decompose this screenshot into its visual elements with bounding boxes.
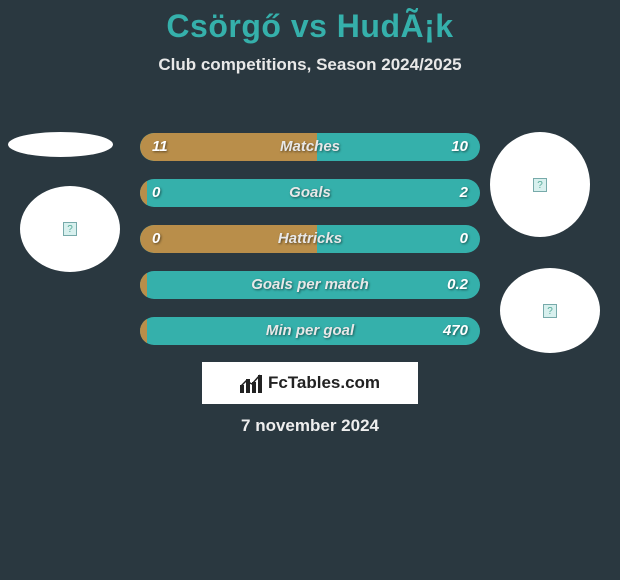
bar-label: Goals per match <box>140 271 480 299</box>
avatar-placeholder: ? <box>20 186 120 272</box>
bar-row: 0 Hattricks 0 <box>140 225 480 253</box>
bar-right-value: 0.2 <box>447 271 468 299</box>
brand-text: FcTables.com <box>268 373 380 393</box>
image-missing-icon: ? <box>543 304 557 318</box>
avatar-placeholder: ? <box>500 268 600 353</box>
avatar-placeholder: ? <box>490 132 590 237</box>
bar-chart-icon <box>240 373 262 393</box>
bar-label: Min per goal <box>140 317 480 345</box>
bar-right-value: 0 <box>460 225 468 253</box>
bar-right-value: 470 <box>443 317 468 345</box>
page-title: Csörgő vs HudÃ¡k <box>0 8 620 45</box>
image-missing-icon: ? <box>533 178 547 192</box>
brand-badge: FcTables.com <box>202 362 418 404</box>
bar-right-value: 10 <box>451 133 468 161</box>
subtitle: Club competitions, Season 2024/2025 <box>0 55 620 75</box>
bar-label: Goals <box>140 179 480 207</box>
date-text: 7 november 2024 <box>0 416 620 436</box>
bar-row: 0 Goals 2 <box>140 179 480 207</box>
comparison-bars: 11 Matches 10 0 Goals 2 0 Hattricks 0 Go… <box>140 133 480 363</box>
bar-right-value: 2 <box>460 179 468 207</box>
bar-label: Matches <box>140 133 480 161</box>
bar-row: Goals per match 0.2 <box>140 271 480 299</box>
bar-label: Hattricks <box>140 225 480 253</box>
image-missing-icon: ? <box>63 222 77 236</box>
bar-row: 11 Matches 10 <box>140 133 480 161</box>
avatar-placeholder <box>8 132 113 157</box>
bar-row: Min per goal 470 <box>140 317 480 345</box>
